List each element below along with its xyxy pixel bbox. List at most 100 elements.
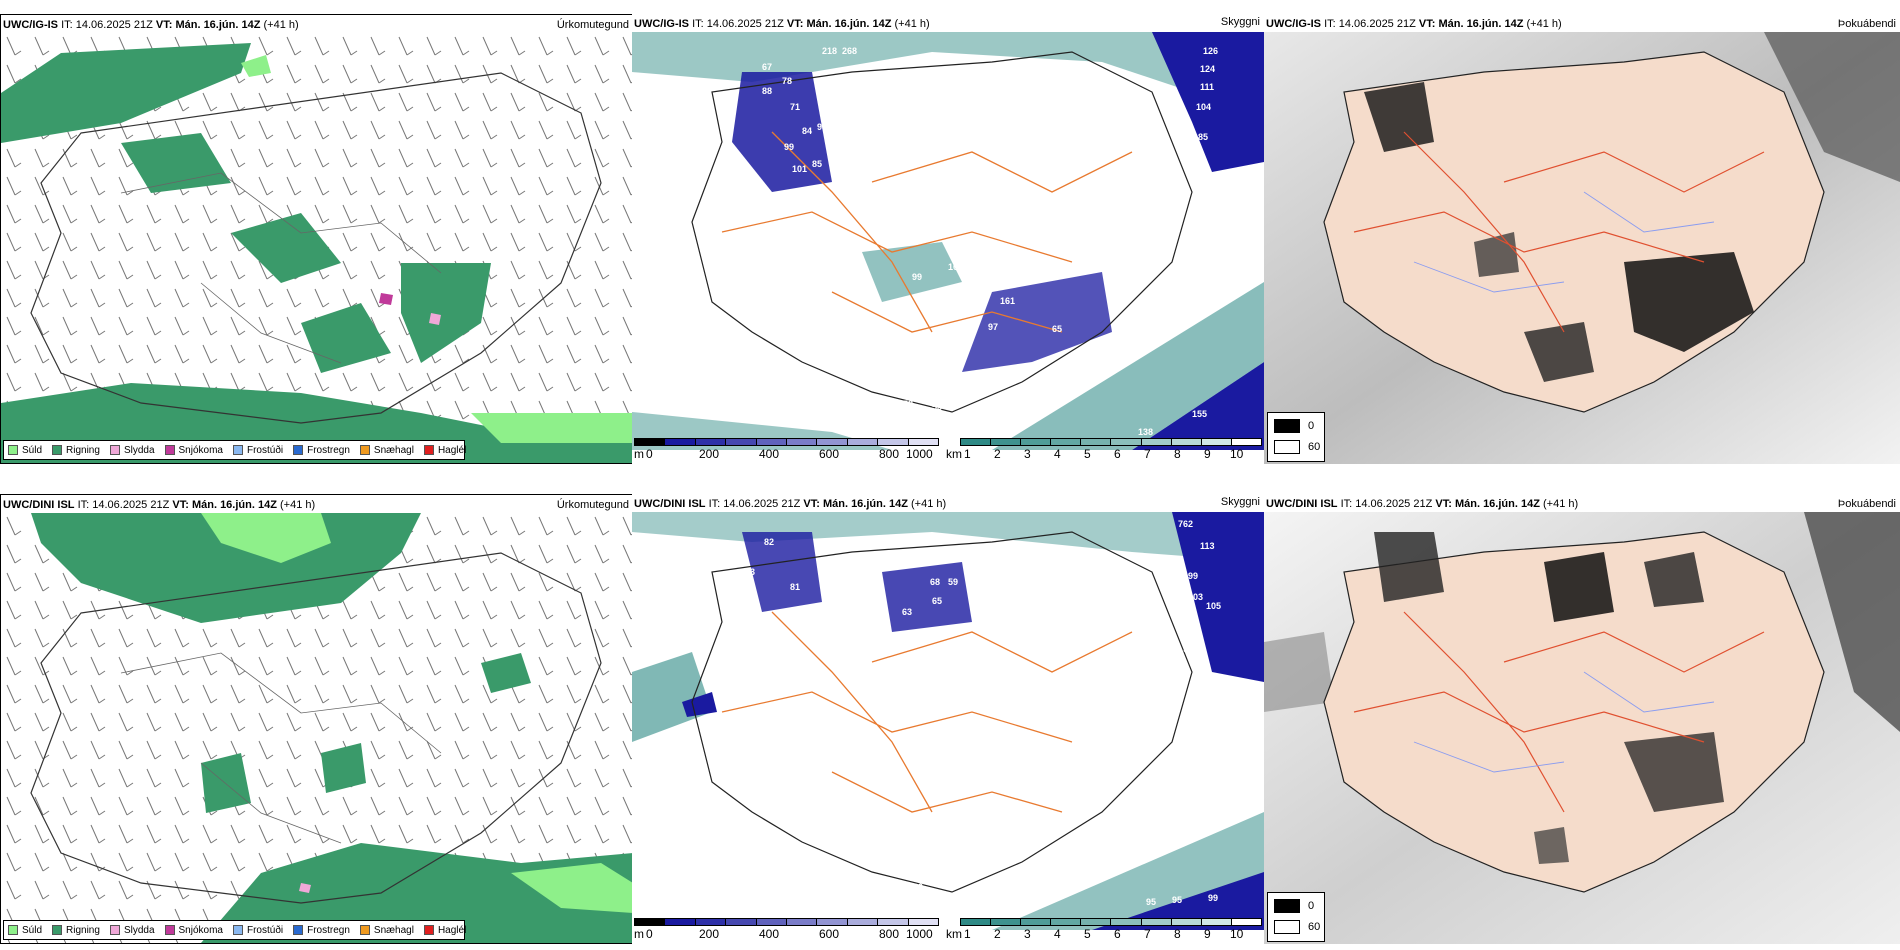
visibility-value: 92 xyxy=(718,702,728,712)
legend-swatch xyxy=(359,925,370,935)
colorbar-tick: 7 xyxy=(1144,927,1151,941)
visibility-value: 95 xyxy=(900,80,910,90)
visibility-value: 76 xyxy=(933,364,943,374)
colorbar-strip xyxy=(634,438,939,446)
precip-legend: Súld Rigning Slydda Snjókoma Frostúði Fr… xyxy=(3,920,466,940)
legend-swatch xyxy=(164,925,175,935)
fog-swatch xyxy=(1274,899,1300,913)
legend-swatch xyxy=(423,925,434,935)
visibility-value: 101 xyxy=(792,164,807,174)
colorbar-tick: 5 xyxy=(1084,927,1091,941)
product-label: Úrkomutegund xyxy=(556,19,629,31)
fog-legend-row: 60 xyxy=(1274,440,1320,454)
visibility-value: 161 xyxy=(1000,296,1015,306)
colorbar-tick: 9 xyxy=(1204,927,1211,941)
legend-item: Snjókoma xyxy=(164,445,223,456)
visibility-value: 100 xyxy=(908,882,923,892)
panel-title: UWC/DINI ISL IT: 14.06.2025 21Z VT: Mán.… xyxy=(3,499,316,511)
visibility-value: 82 xyxy=(764,537,774,547)
colorbar-tick: 0 xyxy=(646,927,653,941)
visibility-value: 84 xyxy=(802,126,812,136)
legend-swatch xyxy=(52,925,63,935)
vis-colorbar-m: m 0 200 400 600 800 1000 xyxy=(634,918,939,942)
colorbar-strip xyxy=(960,918,1262,926)
legend-swatch xyxy=(109,445,120,455)
legend-item: Súld xyxy=(8,445,42,456)
visibility-value: 112 xyxy=(1000,270,1015,280)
visibility-value: 71 xyxy=(790,102,800,112)
visibility-value: 99 xyxy=(784,142,794,152)
precip-panel-top: UWC/IG-IS IT: 14.06.2025 21Z VT: Mán. 16… xyxy=(0,14,634,464)
visibility-value: 90 xyxy=(1182,626,1192,636)
legend-swatch xyxy=(359,445,370,455)
legend-item: Snæhagl xyxy=(359,925,414,936)
colorbar-tick: 4 xyxy=(1054,447,1061,461)
precip-legend: Súld Rigning Slydda Snjókoma Frostúði Fr… xyxy=(3,440,466,460)
visibility-value: 59 xyxy=(948,577,958,587)
visibility-value: 67 xyxy=(762,62,772,72)
visibility-value: 218 xyxy=(822,46,837,56)
visibility-value: 95 xyxy=(817,122,827,132)
visibility-value: 124 xyxy=(1200,64,1215,74)
colorbar-tick: 7 xyxy=(1144,447,1151,461)
colorbar-tick: 0 xyxy=(646,447,653,461)
legend-item: Snæhagl xyxy=(359,445,414,456)
colorbar-tick: 2 xyxy=(994,447,1001,461)
colorbar-strip xyxy=(634,918,939,926)
visibility-values: 67 218 268 78 88 71 95 84 99 101 85 274 95 97 126 124 11… xyxy=(762,46,1218,447)
visibility-value: 87 xyxy=(870,585,880,595)
visibility-value: 93 xyxy=(1182,607,1192,617)
vis-colorbar-km: km 1 2 3 4 5 6 7 8 9 10 xyxy=(946,918,1262,942)
colorbar-tick: 600 xyxy=(819,927,840,941)
visibility-value: 63 xyxy=(902,607,912,617)
legend-item: Snjókoma xyxy=(164,925,223,936)
visibility-value: 105 xyxy=(1206,601,1221,611)
colorbar-tick: 6 xyxy=(1114,447,1121,461)
legend-swatch xyxy=(8,445,18,455)
visibility-value: 85 xyxy=(1198,132,1208,142)
fog-panel-bottom: UWC/DINI ISL IT: 14.06.2025 21Z VT: Mán.… xyxy=(1264,494,1900,944)
visibility-value: 81 xyxy=(790,582,800,592)
colorbar-strip xyxy=(960,438,1262,446)
visibility-value: 97 xyxy=(922,94,932,104)
colorbar-tick: 2 xyxy=(994,927,1001,941)
fog-legend-row: 0 xyxy=(1274,899,1314,913)
visibility-value: 113 xyxy=(1200,541,1215,551)
panel-title: UWC/DINI ISL IT: 14.06.2025 21Z VT: Mán.… xyxy=(634,498,947,510)
precip-panel-bottom: UWC/DINI ISL IT: 14.06.2025 21Z VT: Mán.… xyxy=(0,494,634,944)
visibility-value: 99 xyxy=(1188,571,1198,581)
precip-map xyxy=(1,513,633,943)
legend-item: Frostúði xyxy=(232,445,283,456)
visibility-panel-bottom: UWC/DINI ISL IT: 14.06.2025 21Z VT: Mán.… xyxy=(632,494,1264,944)
product-label: Skyggni xyxy=(1220,16,1260,28)
visibility-value: 99 xyxy=(912,272,922,282)
colorbar-tick: 8 xyxy=(1174,927,1181,941)
colorbar-tick: 800 xyxy=(879,927,900,941)
colorbar-tick: 1000 xyxy=(906,927,933,941)
visibility-value: 58 xyxy=(903,399,913,409)
visibility-value: 126 xyxy=(1203,46,1218,56)
visibility-value: 103 xyxy=(740,567,755,577)
precip-map xyxy=(1,33,633,463)
vis-colorbar-km: km 1 2 3 4 5 6 7 8 9 10 xyxy=(946,438,1262,462)
colorbar-unit: m xyxy=(634,927,644,941)
colorbar-tick: 1 xyxy=(964,927,971,941)
product-label: Þokuábendi xyxy=(1837,18,1896,30)
visibility-value: 65 xyxy=(932,596,942,606)
visibility-value: 111 xyxy=(1200,82,1214,92)
legend-item: Rigning xyxy=(52,445,100,456)
visibility-value: 63 xyxy=(911,376,921,386)
legend-swatch xyxy=(293,445,304,455)
visibility-value: 99 xyxy=(1208,893,1218,903)
colorbar-tick: 1000 xyxy=(906,447,933,461)
visibility-value: 95 xyxy=(1183,644,1193,654)
visibility-value: 106 xyxy=(1172,122,1187,132)
colorbar-tick: 1 xyxy=(964,447,971,461)
colorbar-tick: 5 xyxy=(1084,447,1091,461)
colorbar-unit: km xyxy=(946,447,962,461)
colorbar-tick: 800 xyxy=(879,447,900,461)
colorbar-tick: 4 xyxy=(1054,927,1061,941)
colorbar-tick: 200 xyxy=(699,447,720,461)
colorbar-tick: 600 xyxy=(819,447,840,461)
